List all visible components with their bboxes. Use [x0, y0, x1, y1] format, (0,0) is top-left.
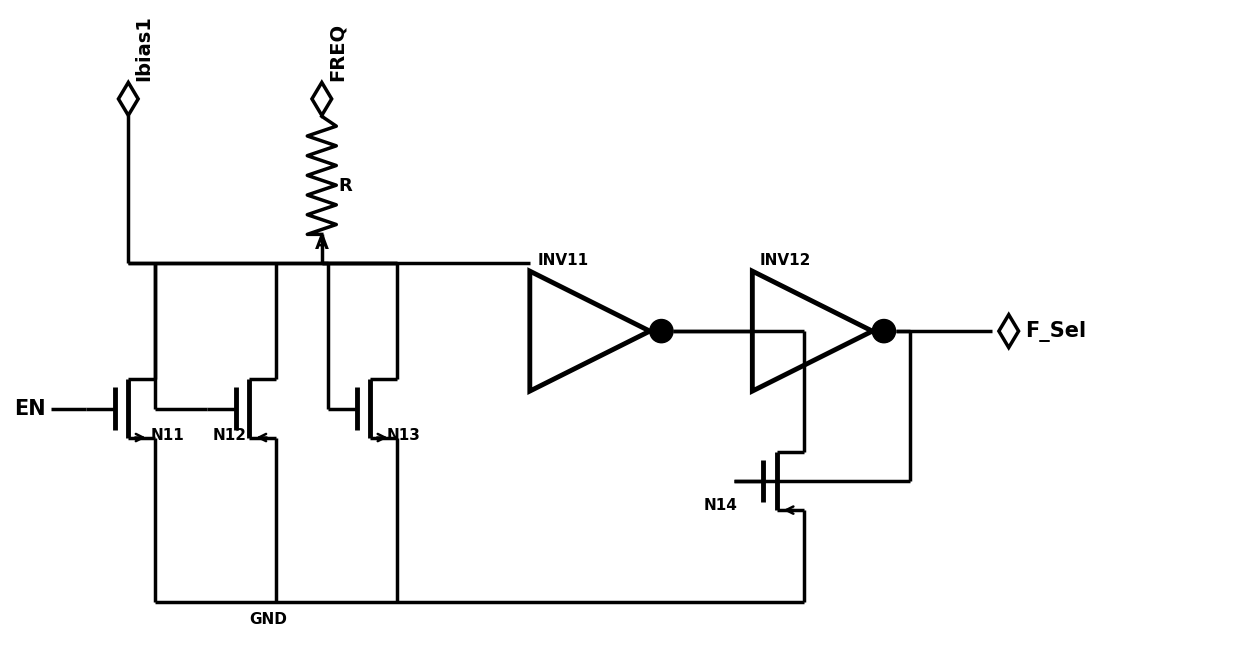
Circle shape [650, 320, 673, 343]
Text: Ibias1: Ibias1 [134, 16, 153, 82]
Text: R: R [339, 177, 352, 195]
Text: EN: EN [15, 399, 46, 418]
Text: FREQ: FREQ [327, 24, 347, 82]
Text: N14: N14 [704, 499, 738, 513]
Circle shape [872, 320, 895, 343]
Text: F_Sel: F_Sel [1025, 320, 1086, 342]
Text: INV12: INV12 [760, 253, 811, 268]
Text: GND: GND [249, 612, 288, 626]
Text: INV11: INV11 [538, 253, 589, 268]
Text: N11: N11 [150, 428, 185, 443]
Text: N13: N13 [387, 428, 420, 443]
Text: N12: N12 [212, 428, 247, 443]
Text: A: A [315, 235, 329, 253]
